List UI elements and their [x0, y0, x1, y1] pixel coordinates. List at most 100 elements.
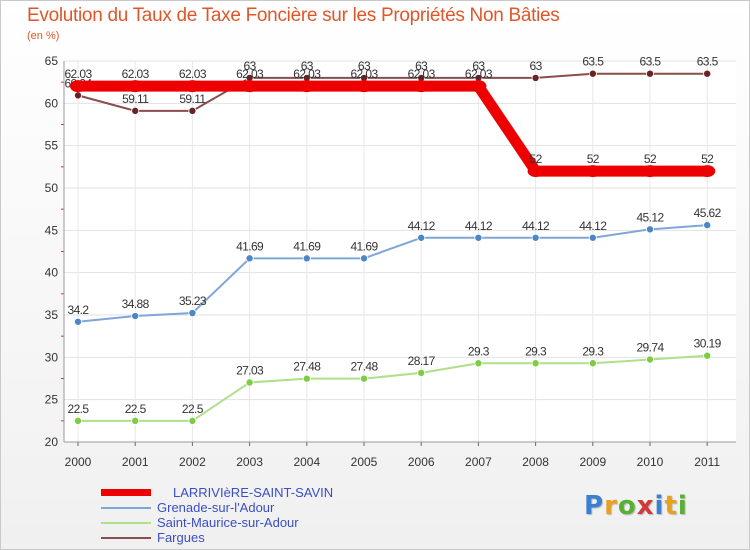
- legend-label-larriviere: LARRIVIèRE-SAINT-SAVIN: [173, 485, 334, 500]
- x-tick-label: 2010: [637, 455, 664, 469]
- data-point: [417, 233, 426, 242]
- data-point: [302, 254, 311, 263]
- data-point: [131, 106, 140, 115]
- legend-swatch-larriviere: [101, 489, 151, 496]
- x-tick-label: 2001: [122, 455, 149, 469]
- data-label: 63: [415, 59, 428, 73]
- x-tick-label: 2009: [579, 455, 606, 469]
- data-point: [188, 416, 197, 425]
- data-label: 63: [530, 59, 543, 73]
- data-point: [527, 165, 544, 178]
- y-tick-label: 30: [45, 350, 59, 364]
- data-label: 22.5: [182, 402, 204, 416]
- data-label: 41.69: [236, 239, 264, 253]
- series-line-3: [77, 72, 709, 112]
- legend: LARRIVIèRE-SAINT-SAVIN Grenade-sur-l'Ado…: [101, 485, 421, 545]
- data-label: 44.12: [522, 219, 550, 233]
- data-point: [241, 80, 258, 93]
- y-tick-label: 35: [45, 308, 59, 322]
- data-label: 62.03: [350, 67, 378, 81]
- data-label: 22.5: [68, 402, 90, 416]
- data-point: [474, 233, 483, 242]
- legend-item-larriviere: LARRIVIèRE-SAINT-SAVIN: [101, 485, 421, 500]
- data-label: 62.03: [408, 67, 436, 81]
- data-point: [646, 69, 655, 78]
- logo-letter: i: [677, 491, 688, 521]
- data-label: 62.03: [179, 67, 207, 81]
- data-label: 63: [358, 59, 371, 73]
- data-label: 27.03: [236, 363, 264, 377]
- data-label: 59.11: [179, 92, 206, 106]
- data-point: [302, 374, 311, 383]
- data-label: 62.03: [122, 67, 150, 81]
- data-label: 29.3: [582, 344, 604, 358]
- logo-letter: x: [636, 491, 655, 521]
- series-line-2: [77, 354, 709, 422]
- data-point: [588, 69, 597, 78]
- data-point: [74, 317, 83, 326]
- data-point: [359, 374, 368, 383]
- data-label: 34.2: [68, 303, 90, 317]
- data-point: [184, 80, 201, 93]
- x-tick-label: 2002: [179, 455, 206, 469]
- data-label: 35.23: [179, 294, 207, 308]
- y-tick-label: 40: [45, 266, 59, 280]
- legend-item-grenade: Grenade-sur-l'Adour: [101, 500, 421, 515]
- chart-title: Evolution du Taux de Taxe Foncière sur l…: [27, 5, 560, 26]
- logo-letter: P: [584, 491, 605, 521]
- logo-letter: o: [617, 491, 637, 521]
- data-label: 63: [301, 59, 314, 73]
- data-point: [703, 221, 712, 230]
- x-tick-label: 2006: [408, 455, 435, 469]
- data-label: 29.74: [636, 341, 664, 355]
- data-label: 63: [244, 59, 257, 73]
- data-label: 62.03: [236, 67, 264, 81]
- data-label: 52: [530, 152, 543, 166]
- data-label: 44.12: [465, 219, 493, 233]
- data-point: [584, 165, 601, 178]
- data-point: [413, 80, 430, 93]
- data-label: 63.5: [697, 55, 719, 69]
- data-point: [642, 165, 658, 178]
- data-label: 52: [644, 152, 657, 166]
- data-point: [474, 359, 483, 368]
- logo-letter: t: [664, 491, 678, 521]
- data-label: 62.03: [293, 67, 321, 81]
- data-point: [417, 368, 426, 377]
- data-label: 27.48: [350, 360, 378, 374]
- data-point: [359, 254, 368, 263]
- series-line-0: [72, 80, 713, 177]
- data-label: 45.62: [694, 206, 722, 220]
- data-point: [245, 254, 254, 263]
- x-tick-label: 2007: [465, 455, 492, 469]
- data-point: [588, 233, 597, 242]
- data-point: [470, 80, 487, 93]
- data-point: [245, 378, 254, 387]
- data-label: 63.5: [640, 55, 662, 69]
- y-tick-label: 65: [45, 54, 59, 68]
- data-point: [703, 69, 712, 78]
- data-label: 41.69: [293, 239, 321, 253]
- x-tick-label: 2005: [351, 455, 378, 469]
- data-label: 29.3: [468, 344, 490, 358]
- legend-swatch-fargues: [101, 537, 151, 539]
- x-tick-label: 2000: [65, 455, 92, 469]
- data-label: 52: [587, 152, 600, 166]
- data-label: 34.88: [122, 297, 150, 311]
- data-label: 63.5: [582, 55, 604, 69]
- plot-area: [64, 61, 736, 442]
- y-tick-label: 50: [45, 181, 59, 195]
- data-label: 62.03: [465, 67, 493, 81]
- data-point: [188, 106, 197, 115]
- data-point: [356, 80, 372, 93]
- legend-label-fargues: Fargues: [157, 530, 205, 545]
- x-tick-label: 2004: [293, 455, 320, 469]
- data-point: [531, 233, 540, 242]
- data-label: 27.48: [293, 360, 321, 374]
- legend-item-saint-maurice: Saint-Maurice-sur-Adour: [101, 515, 421, 530]
- data-label: 22.5: [125, 402, 147, 416]
- y-tick-label: 60: [45, 96, 59, 110]
- data-point: [74, 416, 83, 425]
